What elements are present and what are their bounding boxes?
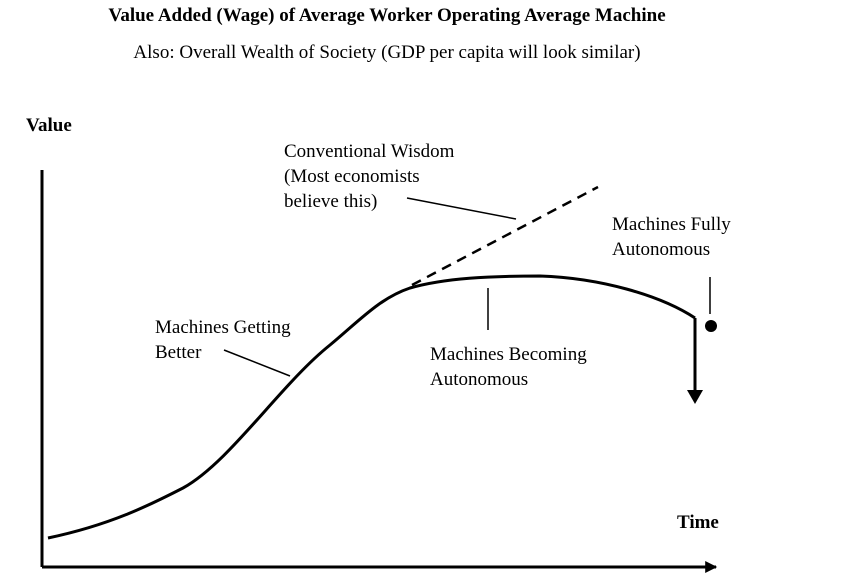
conventional-wisdom-label: Conventional Wisdom (Most economists bel… — [284, 141, 459, 212]
machines-becoming-autonomous-label: Machines Becoming Autonomous — [430, 344, 591, 390]
value-curve — [47, 274, 696, 540]
conventional-wisdom-dashed-line — [411, 185, 599, 287]
x-axis-label: Time — [677, 512, 719, 533]
diagram-title: Value Added (Wage) of Average Worker Ope… — [108, 5, 665, 26]
machines-fully-autonomous-label: Machines Fully Autonomous — [612, 214, 736, 260]
fully-autonomous-dot — [705, 320, 717, 332]
y-axis-label: Value — [26, 115, 72, 136]
diagram-subtitle: Also: Overall Wealth of Society (GDP per… — [133, 42, 640, 63]
collapse-arrowhead — [687, 390, 703, 404]
conventional-wisdom-pointer — [406, 197, 517, 220]
machines-getting-better-label: Machines Getting Better — [155, 317, 295, 363]
getting-better-pointer — [223, 349, 291, 377]
